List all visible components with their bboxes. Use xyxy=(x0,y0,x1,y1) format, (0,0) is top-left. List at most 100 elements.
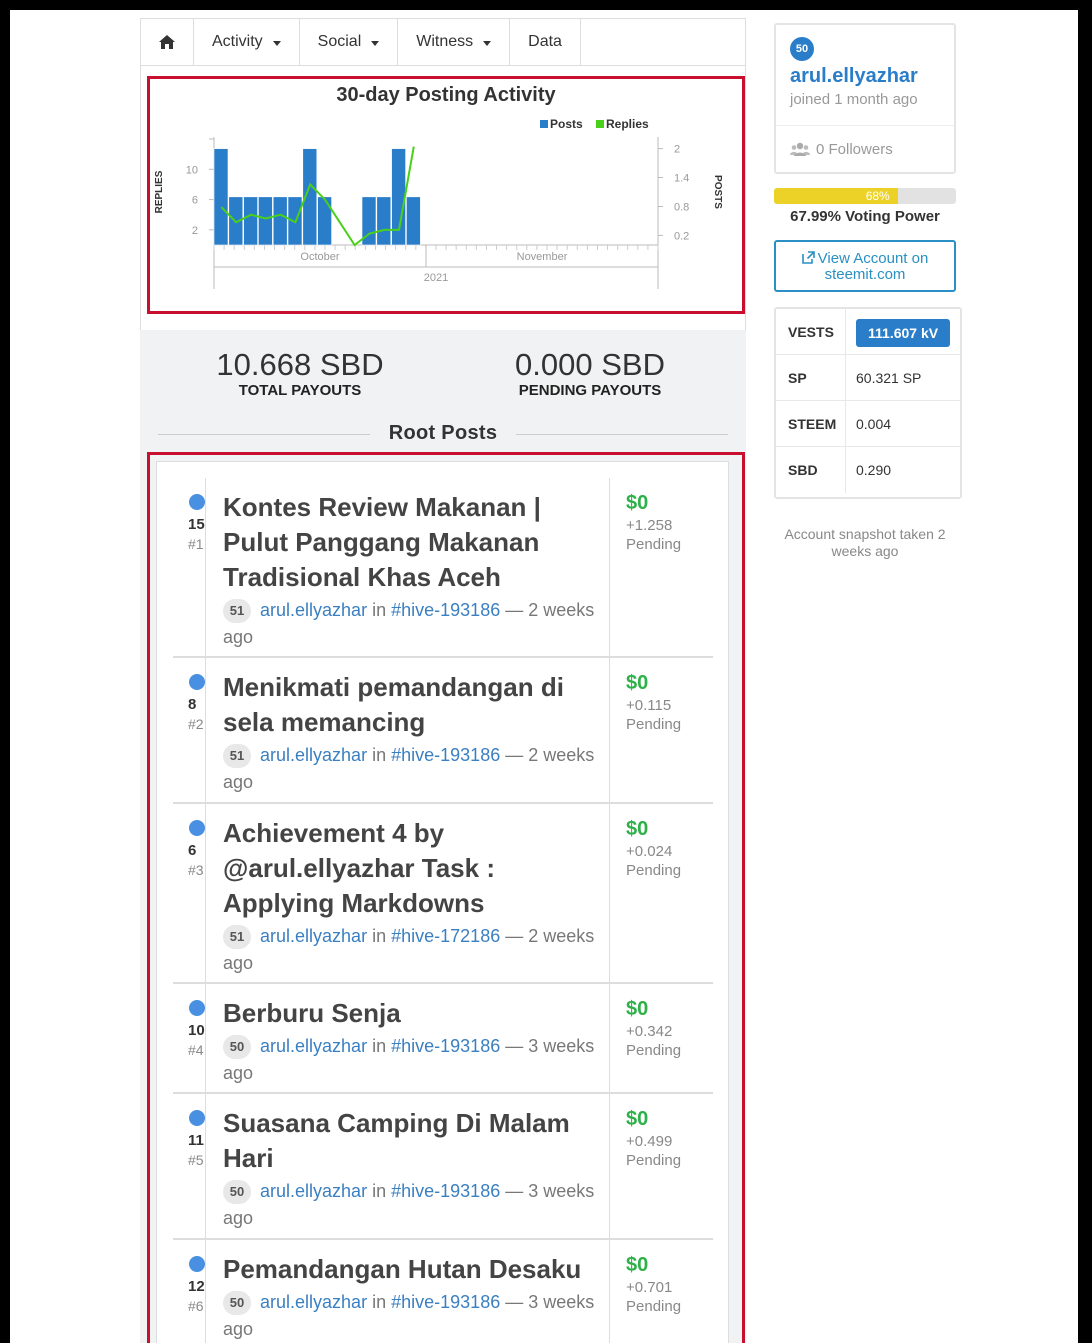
author-link[interactable]: arul.ellyazhar xyxy=(260,1181,368,1201)
upvote-icon[interactable] xyxy=(189,494,205,510)
vote-column: 6 #3 xyxy=(173,804,206,982)
in-text: in xyxy=(372,1292,387,1312)
vote-count: 11 xyxy=(188,1132,204,1149)
pending-amount: +1.258 xyxy=(626,517,673,534)
posts-bar xyxy=(317,196,332,246)
author-link[interactable]: arul.ellyazhar xyxy=(260,926,368,946)
post-value: $0 +1.258 Pending xyxy=(609,478,713,656)
vote-column: 8 #2 xyxy=(173,658,206,802)
post-payout: $0 xyxy=(626,818,649,840)
author-link[interactable]: arul.ellyazhar xyxy=(260,1036,368,1056)
page: Activity Social Witness Data 30-day Post… xyxy=(10,10,1078,1343)
followers-link[interactable]: 0 Followers xyxy=(790,141,893,158)
author-link[interactable]: arul.ellyazhar xyxy=(260,600,368,620)
post-meta: 50 arul.ellyazhar in #hive-193186 — 3 we… xyxy=(223,1033,603,1087)
pending-label: Pending xyxy=(626,862,682,879)
author-rep-badge: 51 xyxy=(223,599,251,623)
post-title[interactable]: Achievement 4 by @arul.ellyazhar Task : … xyxy=(223,818,495,918)
vote-count: 8 xyxy=(188,696,197,713)
root-posts-heading: Root Posts xyxy=(388,422,498,444)
tag-link[interactable]: #hive-193186 xyxy=(391,1036,501,1056)
post-row: 10 #4 Berburu Senja 50 arul.ellyazhar in… xyxy=(173,984,713,1094)
right-tick-label: 0.8 xyxy=(674,201,689,213)
post-time: — 2 weeks ago xyxy=(223,745,595,792)
post-value: $0 +0.024 Pending xyxy=(609,804,713,982)
post-title[interactable]: Berburu Senja xyxy=(223,998,401,1028)
upvote-icon[interactable] xyxy=(189,1256,205,1272)
pending-payouts-label: PENDING PAYOUTS xyxy=(518,382,662,399)
balance-value: 0.290 xyxy=(856,462,892,478)
left-tick-label: 10 xyxy=(186,164,198,176)
external-link-icon xyxy=(801,251,815,264)
nav-data-label: Data xyxy=(528,33,562,50)
balance-key: SBD xyxy=(776,447,846,493)
post-payout: $0 xyxy=(626,492,649,514)
post-body: Menikmati pemandangan di sela memancing … xyxy=(223,670,603,796)
post-time: — 2 weeks ago xyxy=(223,600,595,647)
main-column: Activity Social Witness Data 30-day Post… xyxy=(140,18,746,1343)
post-body: Suasana Camping Di Malam Hari 50 arul.el… xyxy=(223,1106,603,1232)
upvote-icon[interactable] xyxy=(189,820,205,836)
reputation-badge: 50 xyxy=(790,37,814,61)
nav-data[interactable]: Data xyxy=(510,19,581,65)
vote-column: 10 #4 xyxy=(173,984,206,1092)
view-account-button[interactable]: View Account on steemit.com xyxy=(774,240,956,292)
root-posts-list: 15 #1 Kontes Review Makanan | Pulut Pang… xyxy=(156,461,729,1343)
balance-row: STEEM 0.004 xyxy=(776,401,960,447)
vests-badge[interactable]: 111.607 kV xyxy=(856,319,951,347)
chevron-down-icon xyxy=(483,40,492,46)
nav-witness-label: Witness xyxy=(416,33,474,50)
post-rank: #3 xyxy=(188,862,204,878)
x-label-month: October xyxy=(300,251,339,263)
post-rank: #4 xyxy=(188,1042,204,1058)
nav-witness[interactable]: Witness xyxy=(398,19,511,65)
vote-count: 12 xyxy=(188,1278,205,1295)
post-time: — 3 weeks ago xyxy=(223,1292,595,1339)
pending-label: Pending xyxy=(626,536,682,553)
post-meta: 50 arul.ellyazhar in #hive-193186 — 3 we… xyxy=(223,1289,603,1343)
upvote-icon[interactable] xyxy=(189,1000,205,1016)
author-link[interactable]: arul.ellyazhar xyxy=(260,745,368,765)
tag-link[interactable]: #hive-193186 xyxy=(391,1181,501,1201)
post-title[interactable]: Pemandangan Hutan Desaku xyxy=(223,1254,582,1284)
post-title[interactable]: Kontes Review Makanan | Pulut Panggang M… xyxy=(223,492,541,592)
post-title[interactable]: Suasana Camping Di Malam Hari xyxy=(223,1108,570,1173)
right-tick-label: 0.2 xyxy=(674,230,689,242)
right-tick-label: 1.4 xyxy=(674,173,689,185)
pending-label: Pending xyxy=(626,1298,682,1315)
in-text: in xyxy=(372,745,387,765)
legend-swatch-replies xyxy=(596,120,604,128)
upvote-icon[interactable] xyxy=(189,674,205,690)
post-title[interactable]: Menikmati pemandangan di sela memancing xyxy=(223,672,564,737)
nav-home[interactable] xyxy=(141,19,194,65)
profile-card: 50 arul.ellyazhar joined 1 month ago 0 F… xyxy=(774,23,956,174)
balance-key: SP xyxy=(776,355,846,400)
post-row: 15 #1 Kontes Review Makanan | Pulut Pang… xyxy=(173,478,713,658)
post-payout: $0 xyxy=(626,998,649,1020)
tag-link[interactable]: #hive-193186 xyxy=(391,600,501,620)
pending-amount: +0.115 xyxy=(626,697,672,714)
left-axis-title: REPLIES xyxy=(154,170,165,213)
vote-column: 12 #6 xyxy=(173,1240,206,1343)
total-payouts-label: TOTAL PAYOUTS xyxy=(238,382,362,399)
home-icon xyxy=(159,35,175,49)
view-account-label: View Account on steemit.com xyxy=(817,250,929,283)
vote-column: 11 #5 xyxy=(173,1094,206,1238)
balance-key: VESTS xyxy=(776,309,846,354)
divider xyxy=(776,125,954,126)
pending-amount: +0.499 xyxy=(626,1133,673,1150)
tag-link[interactable]: #hive-193186 xyxy=(391,1292,501,1312)
post-meta: 51 arul.ellyazhar in #hive-193186 — 2 we… xyxy=(223,597,603,651)
nav-activity[interactable]: Activity xyxy=(194,19,300,65)
voting-power-fill: 68% xyxy=(774,188,898,204)
tag-link[interactable]: #hive-193186 xyxy=(391,745,501,765)
post-row: 11 #5 Suasana Camping Di Malam Hari 50 a… xyxy=(173,1094,713,1240)
tag-link[interactable]: #hive-172186 xyxy=(391,926,501,946)
nav-social[interactable]: Social xyxy=(300,19,399,65)
username-link[interactable]: arul.ellyazhar xyxy=(790,65,918,87)
divider xyxy=(516,434,728,435)
nav-activity-label: Activity xyxy=(212,33,263,50)
posts-bar xyxy=(272,196,288,246)
author-link[interactable]: arul.ellyazhar xyxy=(260,1292,368,1312)
upvote-icon[interactable] xyxy=(189,1110,205,1126)
